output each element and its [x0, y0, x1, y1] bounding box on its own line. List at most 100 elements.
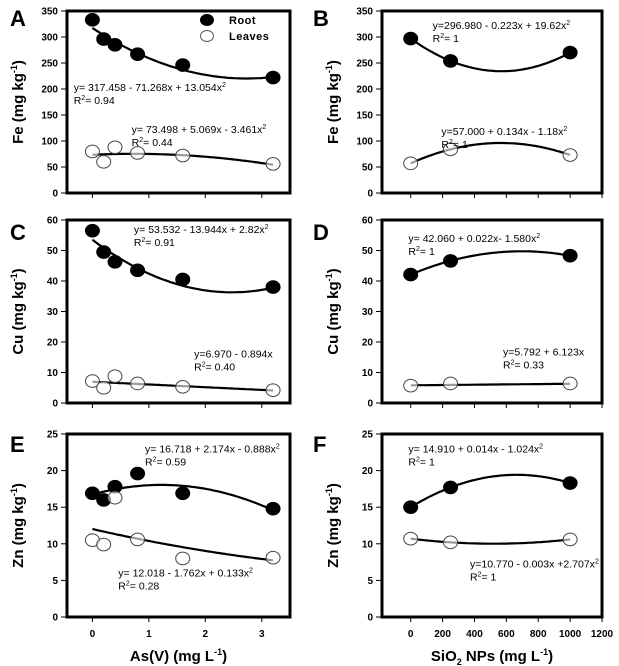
y-axis-label-main: Fe (mg kg — [10, 73, 27, 144]
r-squared-r: R — [503, 359, 511, 371]
y-axis-label: Fe (mg kg-1) — [9, 60, 27, 144]
r-squared-value: = 1 — [453, 139, 468, 151]
r-squared-root: R2= 0.59 — [145, 456, 186, 468]
panel-letter: A — [10, 6, 26, 31]
panel-letter: D — [313, 220, 329, 245]
x-tick-label: 600 — [498, 629, 515, 640]
equation-sup: 2 — [276, 443, 280, 450]
data-point-leaves — [96, 155, 112, 169]
r-squared-r: R — [441, 139, 449, 151]
equation-root: y= 16.718 + 2.174x - 0.888x2 — [145, 443, 280, 455]
panel-letter: E — [10, 432, 25, 457]
data-point-root — [96, 32, 112, 46]
x-tick-label: 800 — [530, 629, 547, 640]
x-axis-label-main: As(V) (mg L — [130, 648, 214, 665]
x-axis-label-sub: 2 — [457, 657, 462, 666]
r-squared-r: R — [118, 581, 126, 593]
legend-label-root: Root — [229, 15, 256, 27]
y-tick-label: 5 — [52, 576, 58, 587]
y-tick-label: 50 — [362, 163, 374, 174]
y-axis-label-main: Cu (mg kg — [10, 281, 27, 354]
data-point-root — [175, 272, 191, 287]
equation-leaves: y=5.792 + 6.123x — [503, 346, 585, 358]
data-point-leaves — [562, 376, 578, 391]
r-squared-leaves: R2= 1 — [470, 572, 497, 584]
data-point-root — [130, 263, 146, 278]
x-tick-label: 3 — [259, 629, 265, 640]
panel-B: B 0 50 100 150 200 250 300 350 Fe (mg kg-1) y=296.… — [313, 6, 604, 200]
equation-text: y=10.770 - 0.003x +2.707x — [470, 559, 596, 571]
y-tick-label: 50 — [47, 246, 59, 257]
y-tick-label: 350 — [356, 7, 373, 18]
data-point-root — [443, 54, 459, 68]
y-tick-label: 20 — [362, 466, 374, 477]
y-tick-label: 40 — [362, 277, 374, 288]
equation-root: y= 42.060 + 0.022x- 1.580x2 — [408, 233, 540, 245]
r-squared-root: R2= 0.91 — [134, 237, 175, 249]
equation-text: y=5.792 + 6.123x — [503, 346, 585, 358]
panel-A: A 0 50 100 150 200 250 300 350 Fe (mg kg-1) y= 317… — [9, 6, 292, 200]
y-axis-label-close: ) — [10, 268, 27, 273]
y-tick-label: 100 — [41, 137, 58, 148]
r-squared-sup: 2 — [449, 139, 453, 146]
x-axis-label-sup: -1 — [214, 647, 222, 657]
fit-curve-leaves — [410, 537, 571, 545]
y-tick-label: 0 — [52, 399, 58, 410]
y-tick-label: 350 — [41, 7, 58, 18]
y-tick-label: 0 — [367, 399, 373, 410]
y-axis-label-sup: -1 — [9, 488, 19, 496]
equation-text: y=57.000 + 0.134x - 1.18x — [441, 126, 564, 138]
equation-sup: 2 — [566, 20, 570, 27]
y-axis-label-sup: -1 — [9, 273, 19, 281]
data-point-leaves — [562, 532, 578, 547]
r-squared-sup: 2 — [139, 137, 143, 144]
data-point-leaves — [443, 376, 459, 391]
r-squared-r: R — [408, 246, 416, 258]
plot-frame — [380, 432, 604, 619]
y-tick-label: 0 — [52, 189, 58, 200]
r-squared-r: R — [134, 237, 142, 249]
data-point-leaves — [130, 376, 146, 391]
y-tick-label: 25 — [47, 430, 59, 441]
r-squared-value: = 0.33 — [515, 359, 545, 371]
x-tick-label: 1000 — [559, 629, 582, 640]
y-tick-label: 250 — [41, 59, 58, 70]
data-point-root — [175, 486, 191, 501]
y-tick-label: 20 — [47, 338, 59, 349]
plot-frame — [380, 9, 604, 195]
r-squared-value: = 1 — [444, 33, 459, 45]
y-tick-label: 15 — [362, 503, 374, 514]
y-tick-label: 300 — [41, 33, 58, 44]
r-squared-sup: 2 — [153, 456, 157, 463]
equation-text: y= 14.910 + 0.014x - 1.024x — [408, 443, 540, 455]
x-axis-label-close: ) — [222, 648, 227, 665]
data-point-leaves — [403, 156, 419, 171]
data-point-root — [107, 38, 123, 52]
r-squared-r: R — [145, 456, 153, 468]
y-tick-label: 30 — [362, 307, 374, 318]
data-point-leaves — [107, 490, 123, 505]
data-point-leaves — [265, 550, 281, 565]
data-point-root — [403, 31, 419, 46]
x-tick-label: 400 — [466, 629, 483, 640]
equation-leaves: y= 12.018 - 1.762x + 0.133x2 — [118, 568, 253, 580]
data-point-leaves — [403, 378, 419, 393]
data-point-root — [265, 70, 281, 85]
r-squared-root: R2= 0.94 — [74, 95, 115, 107]
x-tick-label: 0 — [90, 629, 96, 640]
y-tick-label: 200 — [356, 85, 373, 96]
y-axis-label-main: Zn (mg kg — [10, 496, 27, 568]
r-squared-sup: 2 — [416, 246, 420, 253]
y-axis-label-close: ) — [10, 60, 27, 65]
data-point-root — [84, 223, 100, 238]
r-squared-r: R — [433, 33, 441, 45]
equation-text: y= 12.018 - 1.762x + 0.133x — [118, 568, 250, 580]
x-tick-label: 200 — [434, 629, 451, 640]
r-squared-sup: 2 — [478, 572, 482, 579]
equation-text: y=6.970 - 0.894x — [194, 348, 273, 360]
r-squared-value: = 0.28 — [130, 581, 160, 593]
data-point-leaves — [443, 142, 459, 157]
data-point-leaves — [96, 380, 112, 395]
r-squared-leaves: R2= 0.44 — [132, 137, 173, 149]
r-squared-value: = 0.59 — [157, 456, 187, 468]
